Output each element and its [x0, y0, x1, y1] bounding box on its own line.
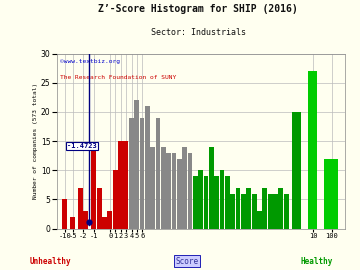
Bar — [292, 112, 301, 229]
Bar — [177, 158, 182, 229]
Bar — [70, 217, 75, 229]
Bar — [308, 71, 318, 229]
Bar — [102, 217, 107, 229]
Text: -1.4723: -1.4723 — [67, 143, 97, 149]
Bar — [118, 141, 123, 229]
Bar — [246, 188, 251, 229]
Bar — [198, 170, 203, 229]
Bar — [134, 100, 139, 229]
Bar — [150, 147, 155, 229]
Bar — [97, 188, 102, 229]
Bar — [214, 176, 219, 229]
Bar — [123, 141, 129, 229]
Bar — [252, 194, 257, 229]
Bar — [156, 118, 161, 229]
Bar — [203, 176, 208, 229]
Bar — [193, 176, 198, 229]
Text: Healthy: Healthy — [301, 257, 333, 266]
Bar — [262, 188, 267, 229]
Bar — [324, 158, 338, 229]
Bar — [225, 176, 230, 229]
Bar — [188, 153, 193, 229]
Text: Unhealthy: Unhealthy — [30, 257, 71, 266]
Text: ©www.textbiz.org: ©www.textbiz.org — [60, 59, 120, 64]
Bar — [267, 194, 273, 229]
Text: Sector: Industrials: Sector: Industrials — [150, 28, 246, 37]
Bar — [129, 118, 134, 229]
Bar — [108, 211, 112, 229]
Bar — [91, 147, 96, 229]
Bar — [241, 194, 246, 229]
Bar — [78, 188, 83, 229]
Bar — [278, 188, 283, 229]
Text: Z’-Score Histogram for SHIP (2016): Z’-Score Histogram for SHIP (2016) — [98, 4, 298, 14]
Bar — [220, 170, 225, 229]
Bar — [273, 194, 278, 229]
Bar — [161, 147, 166, 229]
Bar — [209, 147, 214, 229]
Text: The Research Foundation of SUNY: The Research Foundation of SUNY — [60, 75, 176, 80]
Bar — [166, 153, 171, 229]
Text: Score: Score — [176, 257, 199, 266]
Bar — [84, 211, 88, 229]
Bar — [62, 200, 67, 229]
Bar — [113, 170, 118, 229]
Bar — [140, 118, 144, 229]
Bar — [235, 188, 240, 229]
Bar — [257, 211, 262, 229]
Bar — [171, 153, 176, 229]
Y-axis label: Number of companies (573 total): Number of companies (573 total) — [33, 83, 38, 199]
Bar — [145, 106, 150, 229]
Bar — [182, 147, 187, 229]
Bar — [230, 194, 235, 229]
Bar — [284, 194, 288, 229]
